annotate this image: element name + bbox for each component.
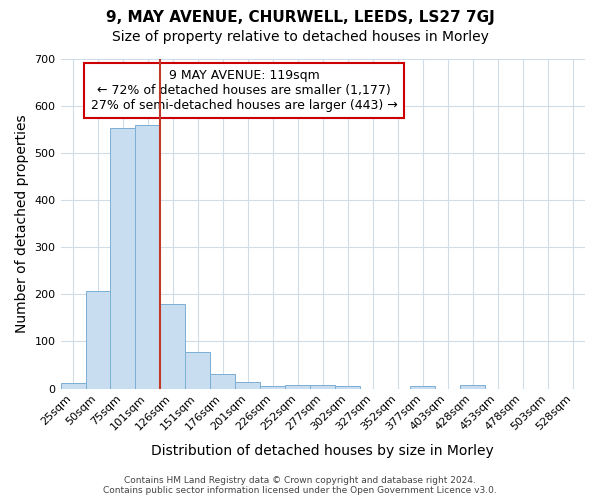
Text: 9 MAY AVENUE: 119sqm
← 72% of detached houses are smaller (1,177)
27% of semi-de: 9 MAY AVENUE: 119sqm ← 72% of detached h… (91, 69, 397, 112)
Bar (260, 386, 286, 388)
Bar (460, 385, 485, 388)
Bar (211, 374, 235, 388)
Text: Size of property relative to detached houses in Morley: Size of property relative to detached ho… (112, 30, 488, 44)
Y-axis label: Number of detached properties: Number of detached properties (15, 114, 29, 333)
Bar (86, 291, 110, 388)
Bar (160, 304, 185, 388)
Bar (310, 386, 335, 388)
Bar (410, 386, 435, 388)
Bar (286, 385, 310, 388)
Bar (61, 383, 86, 388)
Bar (235, 382, 260, 388)
X-axis label: Distribution of detached houses by size in Morley: Distribution of detached houses by size … (151, 444, 494, 458)
Bar (136, 125, 160, 388)
Bar (185, 352, 211, 388)
Bar (335, 386, 360, 388)
Text: Contains HM Land Registry data © Crown copyright and database right 2024.
Contai: Contains HM Land Registry data © Crown c… (103, 476, 497, 495)
Bar (110, 128, 136, 388)
Text: 9, MAY AVENUE, CHURWELL, LEEDS, LS27 7GJ: 9, MAY AVENUE, CHURWELL, LEEDS, LS27 7GJ (106, 10, 494, 25)
